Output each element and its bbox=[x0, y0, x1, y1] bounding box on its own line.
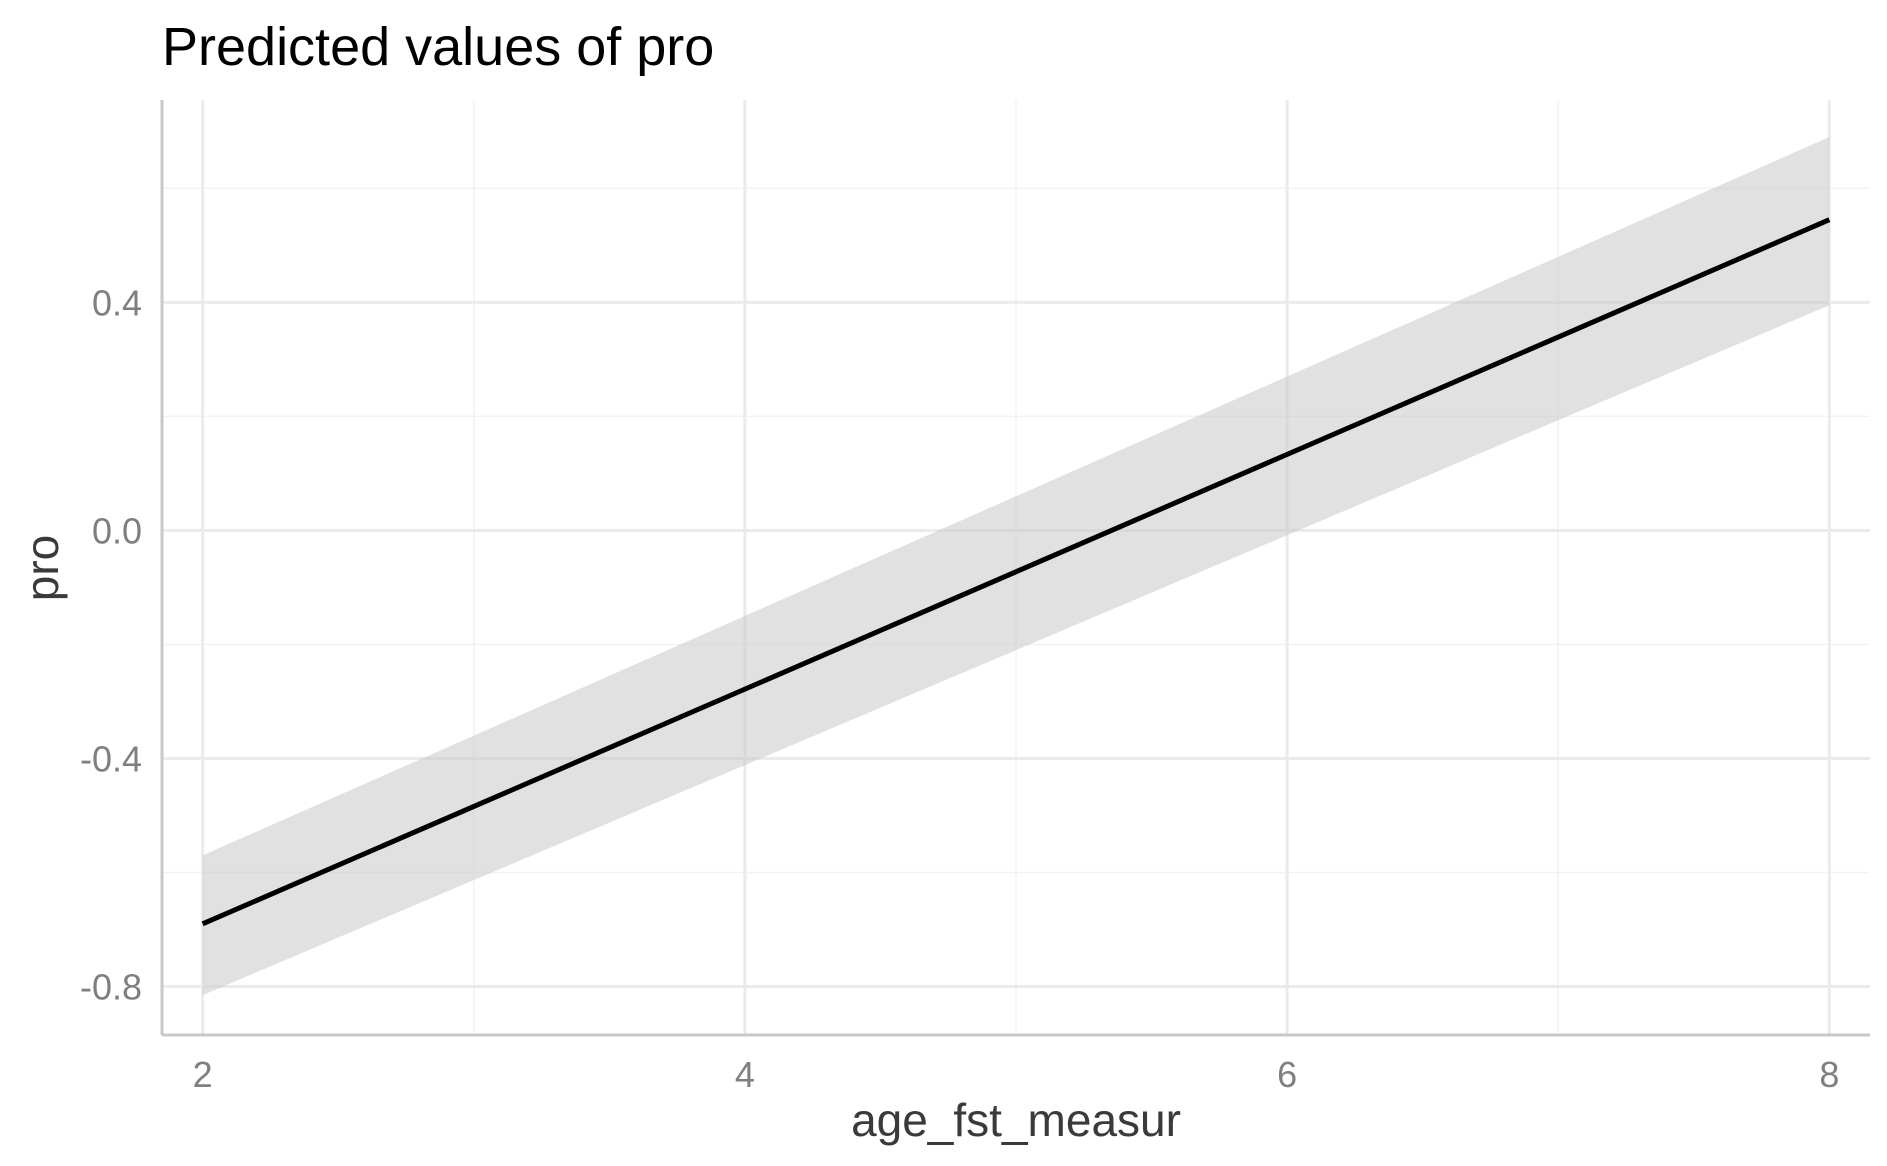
x-tick-label: 4 bbox=[735, 1054, 755, 1095]
tick-labels: 2 4 6 8 -0.8 -0.4 0.0 0.4 bbox=[80, 282, 1839, 1095]
axes bbox=[160, 100, 1870, 1037]
y-axis-title: pro bbox=[16, 535, 68, 601]
chart-title: Predicted values of pro bbox=[162, 17, 714, 77]
x-tick-label: 6 bbox=[1277, 1054, 1297, 1095]
y-tick-label: -0.8 bbox=[80, 967, 142, 1008]
confidence-band-layer bbox=[202, 137, 1830, 996]
y-tick-label: 0.4 bbox=[92, 282, 142, 323]
confidence-band bbox=[202, 137, 1830, 996]
prediction-line-layer bbox=[201, 217, 1831, 927]
x-tick-label: 2 bbox=[193, 1054, 213, 1095]
x-tick-label: 8 bbox=[1819, 1054, 1839, 1095]
y-tick-label: 0.0 bbox=[92, 510, 142, 551]
y-tick-label: -0.4 bbox=[80, 738, 142, 779]
x-axis-title: age_fst_measur bbox=[851, 1094, 1181, 1146]
prediction-line bbox=[201, 217, 1831, 927]
